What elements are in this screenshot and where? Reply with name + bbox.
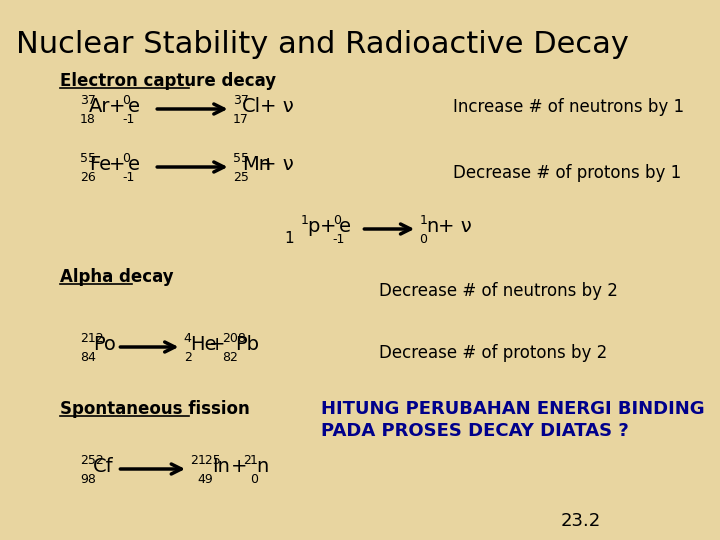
Text: 49: 49 <box>198 473 214 486</box>
Text: 26: 26 <box>80 171 96 184</box>
Text: Nuclear Stability and Radioactive Decay: Nuclear Stability and Radioactive Decay <box>16 30 629 59</box>
Text: He: He <box>190 335 217 354</box>
Text: Spontaneous fission: Spontaneous fission <box>60 400 250 418</box>
Text: +: + <box>230 457 247 476</box>
Text: 1: 1 <box>284 231 294 246</box>
Text: 0: 0 <box>420 233 428 246</box>
Text: + ν: + ν <box>260 97 294 116</box>
Text: 84: 84 <box>80 351 96 364</box>
Text: + ν: + ν <box>438 217 472 236</box>
Text: +: + <box>109 155 126 174</box>
Text: -1: -1 <box>122 113 135 126</box>
Text: e: e <box>128 155 140 174</box>
Text: In: In <box>212 457 230 476</box>
Text: n: n <box>426 217 438 236</box>
Text: PADA PROSES DECAY DIATAS ?: PADA PROSES DECAY DIATAS ? <box>320 422 629 440</box>
Text: 23.2: 23.2 <box>560 512 600 530</box>
Text: 2: 2 <box>190 454 198 467</box>
Text: -1: -1 <box>333 233 345 246</box>
Text: 0: 0 <box>122 94 130 107</box>
Text: 55: 55 <box>233 152 249 165</box>
Text: 212: 212 <box>80 332 104 345</box>
Text: Alpha decay: Alpha decay <box>60 268 174 286</box>
Text: Mn: Mn <box>242 155 271 174</box>
Text: Increase # of neutrons by 1: Increase # of neutrons by 1 <box>453 98 684 116</box>
Text: 2: 2 <box>184 351 192 364</box>
Text: 55: 55 <box>80 152 96 165</box>
Text: p: p <box>307 217 320 236</box>
Text: e: e <box>128 97 140 116</box>
Text: 0: 0 <box>122 152 130 165</box>
Text: Po: Po <box>93 335 116 354</box>
Text: Decrease # of protons by 2: Decrease # of protons by 2 <box>379 344 608 362</box>
Text: Decrease # of neutrons by 2: Decrease # of neutrons by 2 <box>379 282 618 300</box>
Text: Cf: Cf <box>93 457 114 476</box>
Text: +: + <box>109 97 126 116</box>
Text: HITUNG PERUBAHAN ENERGI BINDING: HITUNG PERUBAHAN ENERGI BINDING <box>320 400 704 418</box>
Text: Fe: Fe <box>89 155 111 174</box>
Text: + ν: + ν <box>260 155 294 174</box>
Text: 17: 17 <box>233 113 249 126</box>
Text: +: + <box>320 217 336 236</box>
Text: 25: 25 <box>233 171 249 184</box>
Text: 2: 2 <box>243 454 251 467</box>
Text: 0: 0 <box>333 214 341 227</box>
Text: Decrease # of protons by 1: Decrease # of protons by 1 <box>453 164 681 182</box>
Text: Electron capture decay: Electron capture decay <box>60 72 276 90</box>
Text: 4: 4 <box>184 332 192 345</box>
Text: 125: 125 <box>198 454 222 467</box>
Text: 98: 98 <box>80 473 96 486</box>
Text: Ar: Ar <box>89 97 110 116</box>
Text: 1: 1 <box>420 214 428 227</box>
Text: -1: -1 <box>122 171 135 184</box>
Text: 1: 1 <box>250 454 258 467</box>
Text: 82: 82 <box>222 351 238 364</box>
Text: 208: 208 <box>222 332 246 345</box>
Text: 37: 37 <box>80 94 96 107</box>
Text: 1: 1 <box>301 214 309 227</box>
Text: 18: 18 <box>80 113 96 126</box>
Text: Pb: Pb <box>235 335 259 354</box>
Text: n: n <box>257 457 269 476</box>
Text: e: e <box>339 217 351 236</box>
Text: Cl: Cl <box>242 97 261 116</box>
Text: 252: 252 <box>80 454 104 467</box>
Text: 37: 37 <box>233 94 249 107</box>
Text: 0: 0 <box>250 473 258 486</box>
Text: +: + <box>210 335 225 354</box>
